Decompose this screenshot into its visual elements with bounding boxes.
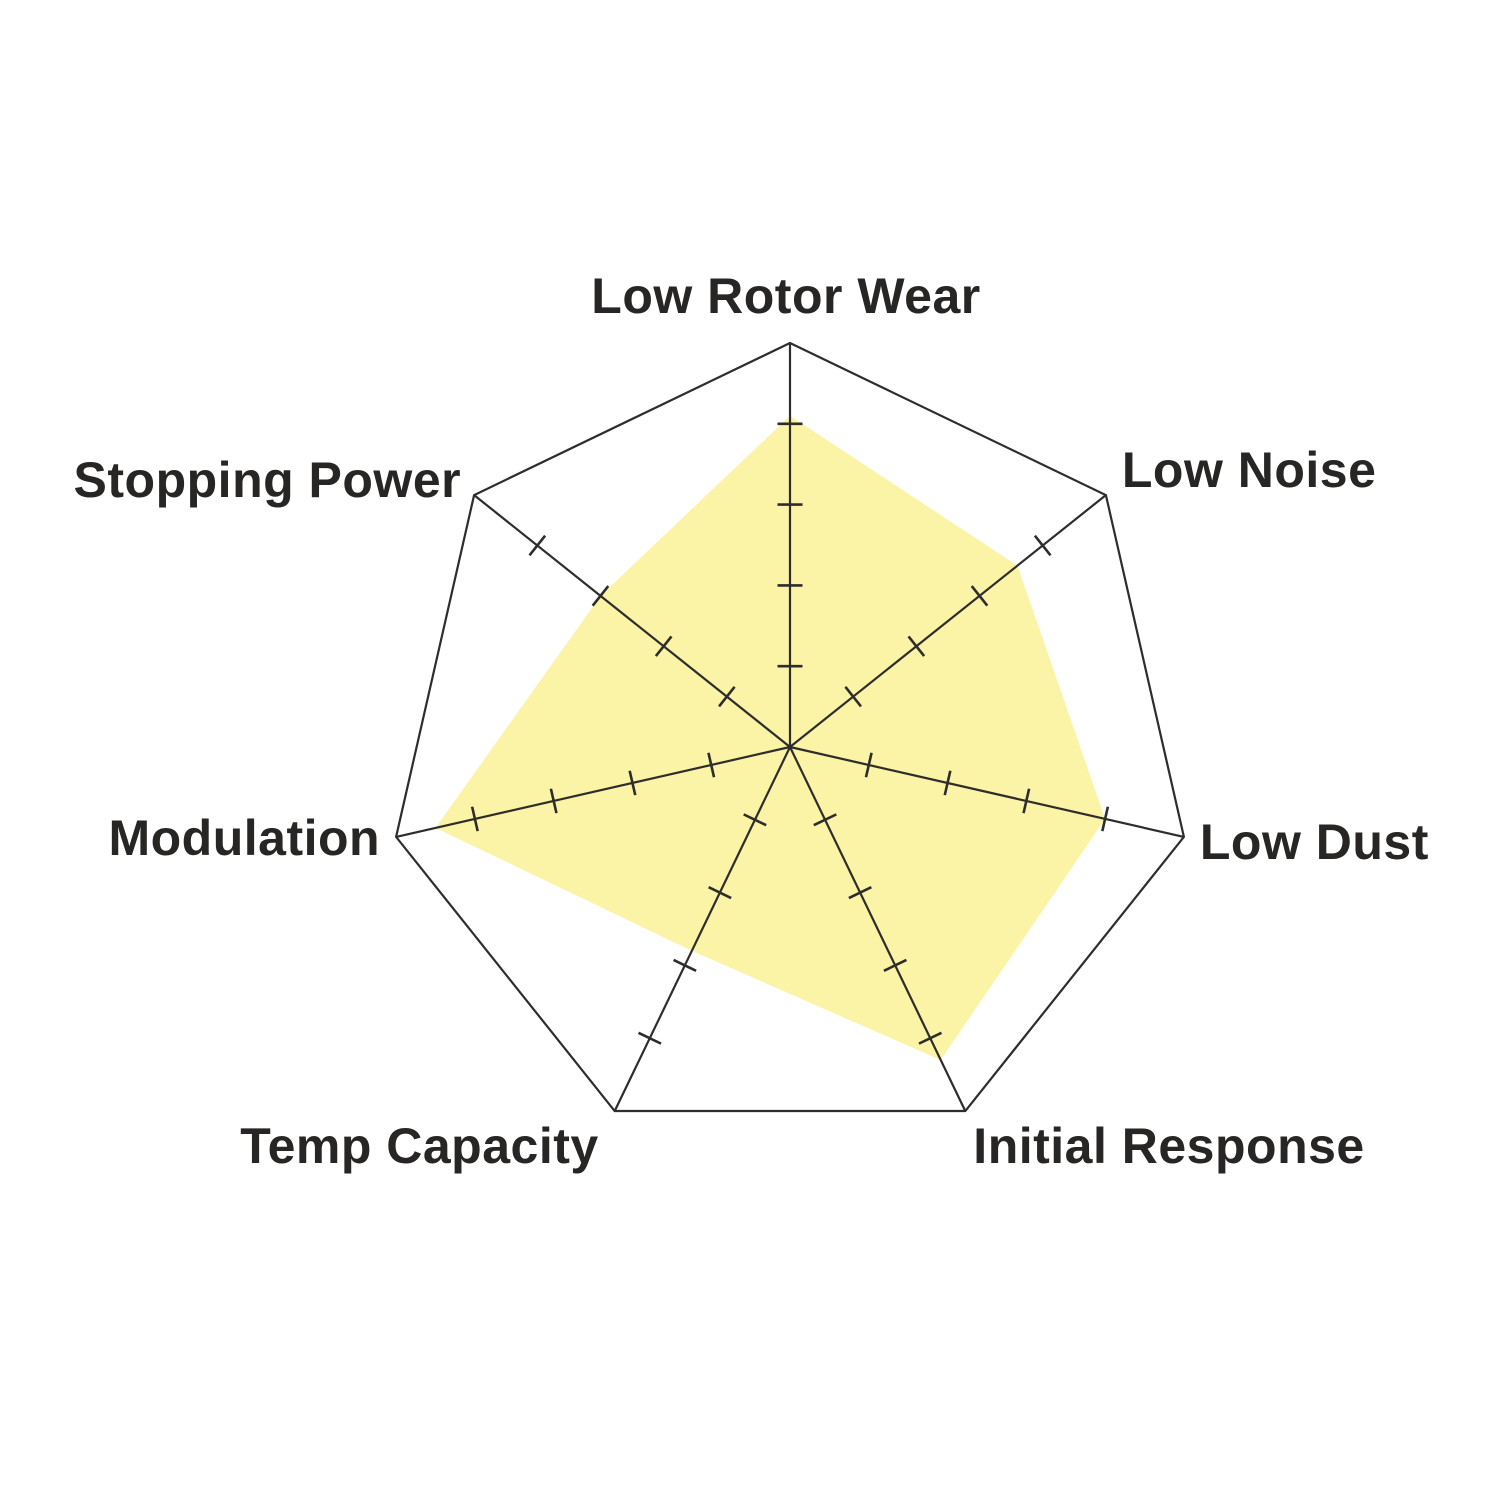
axis-label-low-dust: Low Dust — [1200, 814, 1429, 870]
axis-tick — [907, 635, 926, 657]
axis-spoke — [789, 494, 1107, 748]
axis-tick — [718, 686, 736, 708]
axis-spoke — [789, 745, 1185, 838]
axis-tick — [673, 958, 697, 972]
axis-tick — [708, 886, 732, 900]
axis-tick — [707, 752, 716, 778]
axis-tick — [591, 585, 610, 607]
data-polygon — [435, 415, 1106, 1060]
axis-spoke — [473, 494, 791, 748]
axis-tick — [844, 686, 862, 708]
axis-label-modulation: Modulation — [108, 810, 380, 866]
axis-tick — [637, 1031, 662, 1045]
axis-tick — [1101, 806, 1110, 832]
axis-label-stopping-power: Stopping Power — [74, 452, 462, 508]
axis-tick — [970, 585, 989, 607]
axis-tick — [743, 813, 767, 827]
axis-tick — [470, 806, 479, 832]
axis-tick — [918, 1031, 943, 1045]
axis-tick — [528, 534, 547, 557]
axis-tick — [943, 770, 952, 796]
axis-tick — [848, 886, 872, 900]
axis-label-low-rotor-wear: Low Rotor Wear — [591, 268, 980, 324]
axis-tick — [864, 752, 873, 778]
axis-tick — [1033, 534, 1052, 557]
axis-tick — [813, 813, 837, 827]
axis-tick — [1022, 788, 1031, 814]
axis-label-low-noise: Low Noise — [1122, 442, 1377, 498]
axis-tick — [883, 958, 907, 972]
axis-label-initial-response: Initial Response — [973, 1118, 1364, 1174]
axis-spoke — [613, 746, 791, 1112]
axis-spoke — [395, 745, 791, 838]
axis-spoke — [789, 746, 967, 1112]
chart-frame — [394, 341, 1186, 1113]
axis-tick — [549, 788, 558, 814]
axis-tick — [654, 635, 673, 657]
axis-label-temp-capacity: Temp Capacity — [240, 1118, 598, 1174]
axis-tick — [628, 770, 637, 796]
